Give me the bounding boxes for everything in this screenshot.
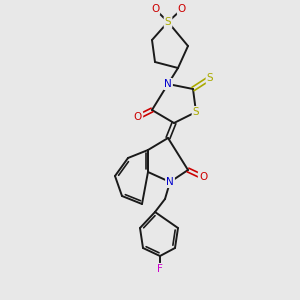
Text: S: S (207, 73, 213, 83)
Text: N: N (164, 79, 172, 89)
Text: O: O (134, 112, 142, 122)
Text: O: O (151, 4, 159, 14)
Text: O: O (178, 4, 186, 14)
Text: S: S (165, 17, 171, 27)
Text: S: S (193, 107, 199, 117)
Text: N: N (166, 177, 174, 187)
Text: O: O (199, 172, 207, 182)
Text: F: F (157, 264, 163, 274)
